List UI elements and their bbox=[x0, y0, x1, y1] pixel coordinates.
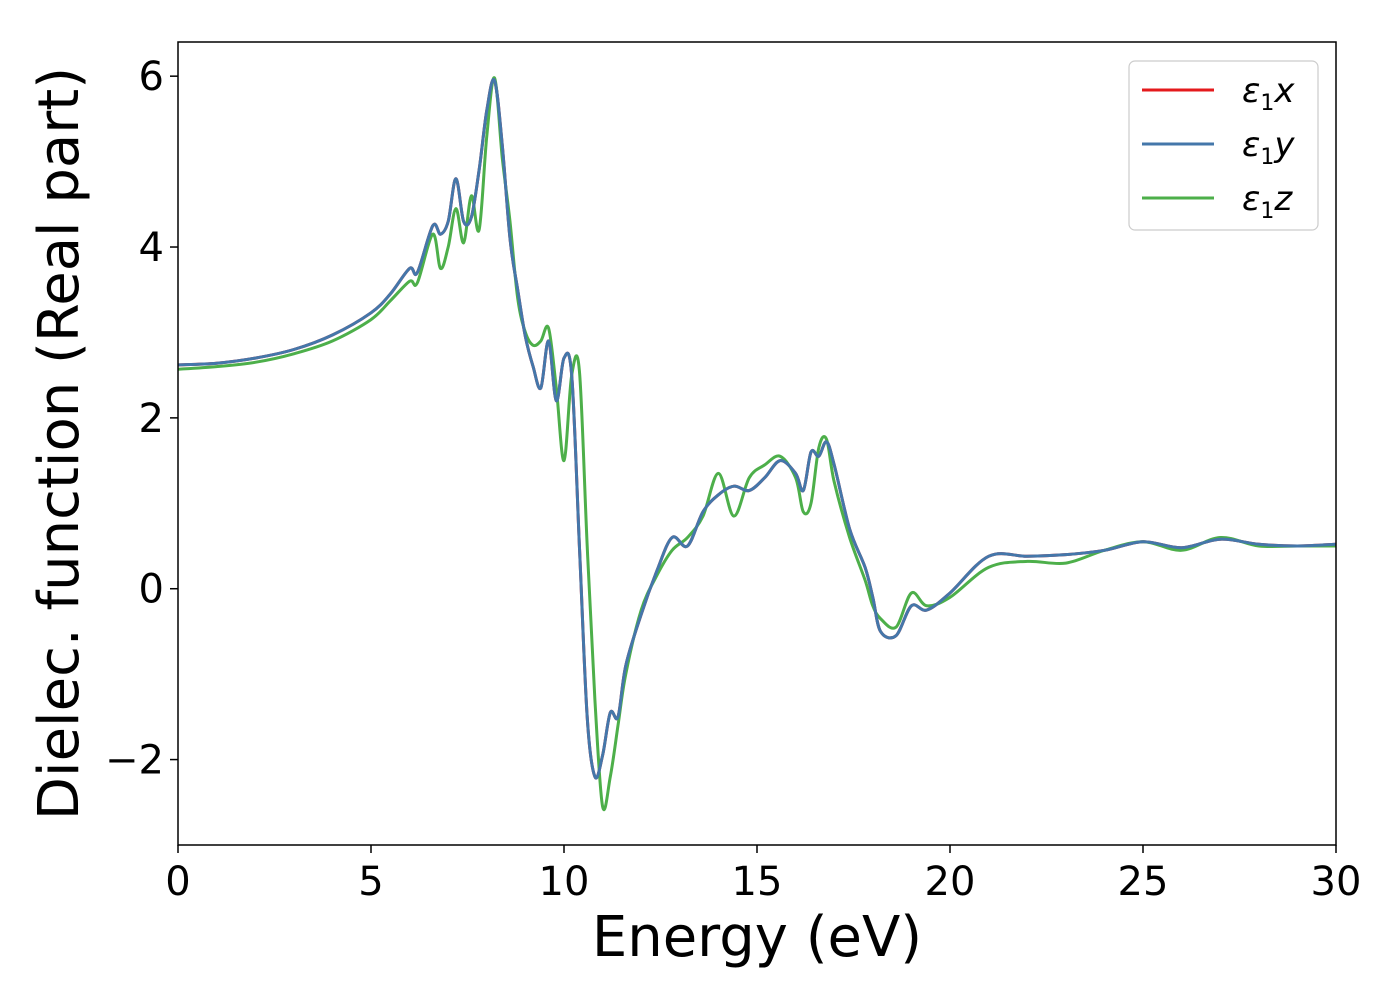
series-layer bbox=[178, 76, 1336, 812]
x-tick-label: 30 bbox=[1311, 859, 1362, 905]
legend-box bbox=[1128, 60, 1319, 231]
legend-label-y: ε1y bbox=[1242, 125, 1295, 170]
ticks-layer: 0 5 10 15 20 25 30 −2 0 2 4 6 bbox=[105, 54, 1361, 905]
x-tick-label: 20 bbox=[925, 859, 976, 905]
legend-label-z: ε1z bbox=[1242, 179, 1293, 224]
y-tick-label: 6 bbox=[139, 54, 164, 100]
x-tick-label: 0 bbox=[165, 859, 190, 905]
x-tick-label: 25 bbox=[1118, 859, 1169, 905]
y-tick-label: −2 bbox=[105, 738, 164, 784]
y-tick-label: 4 bbox=[139, 225, 164, 271]
x-axis-title: Energy (eV) bbox=[592, 905, 922, 970]
legend-label-x: ε1x bbox=[1242, 71, 1295, 116]
y-tick-label: 0 bbox=[139, 567, 164, 613]
x-tick-label: 15 bbox=[732, 859, 783, 905]
series-line-y bbox=[178, 77, 1336, 780]
y-tick-label: 2 bbox=[139, 396, 164, 442]
x-tick-label: 10 bbox=[539, 859, 590, 905]
y-axis-title: Dielec. function (Real part) bbox=[27, 67, 92, 820]
legend: ε1x ε1y ε1z bbox=[1128, 60, 1319, 231]
x-tick-label: 5 bbox=[358, 859, 383, 905]
series-line-z bbox=[178, 76, 1336, 812]
